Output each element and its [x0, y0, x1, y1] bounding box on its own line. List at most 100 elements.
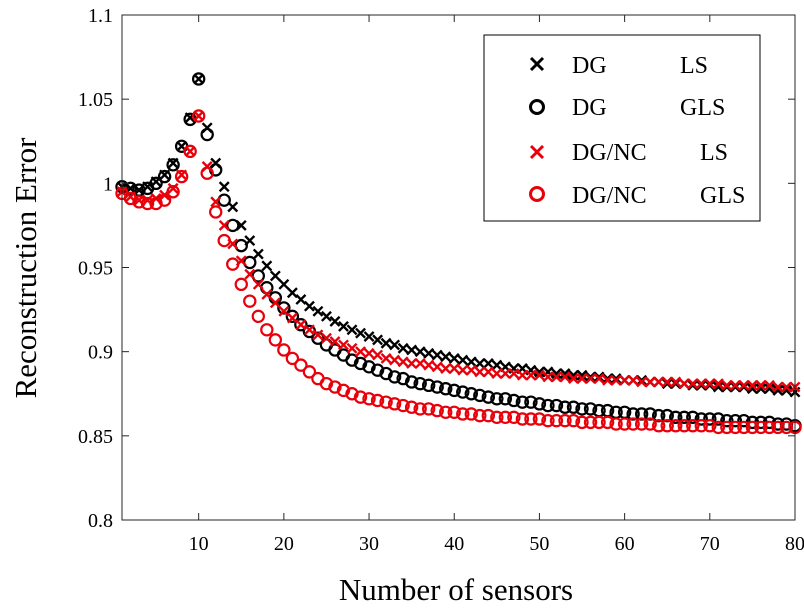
point-dg-nc-gls: [217, 233, 231, 248]
x-tick-label: 70: [700, 533, 720, 555]
point-dg-nc-ls: [261, 288, 273, 300]
point-dg-nc-gls: [558, 413, 572, 428]
point-dg-nc-gls: [336, 383, 351, 398]
legend: DG LS DG GLS DG/NC LS DG/NC GLS: [483, 34, 761, 222]
point-dg-gls: [456, 385, 470, 399]
point-dg-nc-ls: [499, 368, 511, 379]
point-dg-nc-gls: [328, 380, 342, 394]
point-dg-nc-ls: [423, 359, 435, 371]
point-dg-gls: [515, 395, 530, 409]
point-dg-gls: [626, 407, 640, 421]
y-tick-label: 1.1: [88, 5, 113, 27]
point-dg-nc-gls: [524, 412, 538, 426]
point-dg-nc-ls: [372, 349, 384, 361]
point-dg-gls: [507, 393, 521, 408]
point-dg-nc-gls: [277, 343, 291, 357]
point-dg-gls: [728, 413, 743, 428]
point-dg-nc-ls: [193, 110, 205, 122]
point-dg-ls: [576, 369, 588, 381]
point-dg-nc-gls: [157, 193, 172, 207]
point-dg-nc-ls: [687, 378, 699, 390]
point-dg-nc-gls: [140, 196, 155, 211]
point-dg-nc-ls: [678, 378, 690, 390]
point-dg-nc-gls: [498, 410, 513, 425]
point-dg-nc-ls: [440, 363, 452, 374]
point-dg-gls: [694, 412, 708, 426]
point-dg-gls: [294, 318, 308, 332]
point-dg-nc-gls: [515, 412, 530, 426]
point-dg-gls: [634, 407, 649, 421]
point-dg-nc-ls: [295, 319, 307, 331]
point-dg-nc-ls: [695, 378, 707, 390]
point-dg-nc-ls: [329, 336, 341, 348]
point-dg-nc-ls: [772, 381, 784, 393]
point-dg-nc-gls: [634, 417, 649, 431]
point-dg-nc-ls: [286, 312, 298, 324]
point-dg-gls: [703, 412, 717, 426]
point-dg-nc-gls: [379, 395, 393, 409]
point-dg-nc-ls: [321, 332, 332, 344]
point-dg-nc-gls: [302, 365, 317, 379]
legend-box: [483, 34, 761, 222]
point-dg-nc-ls: [338, 339, 349, 351]
point-dg-ls: [355, 327, 366, 339]
point-dg-nc-gls: [669, 419, 683, 433]
x-tick-label: 60: [615, 533, 635, 555]
point-dg-nc-gls: [541, 413, 555, 428]
point-dg-ls: [559, 368, 571, 379]
point-dg-nc-ls: [542, 371, 554, 383]
point-dg-nc-ls: [636, 376, 648, 388]
legend-label-dgnc-gls-solver: GLS: [700, 183, 745, 209]
point-dg-ls: [269, 270, 281, 282]
point-dg-ls: [252, 248, 264, 260]
point-dg-ls: [551, 368, 562, 379]
point-dg-ls: [295, 294, 307, 305]
point-dg-nc-ls: [763, 379, 775, 391]
point-dg-gls: [677, 410, 691, 425]
y-tick-label: 0.8: [88, 510, 113, 532]
point-dg-nc-gls: [268, 333, 283, 347]
point-dg-nc-ls: [568, 373, 579, 385]
point-dg-nc-ls: [210, 196, 222, 208]
point-dg-nc-ls: [269, 297, 281, 309]
point-dg-ls: [346, 324, 358, 336]
point-dg-nc-gls: [345, 387, 359, 401]
x-tick-label: 30: [359, 533, 379, 555]
point-dg-nc-ls: [389, 354, 401, 366]
point-dg-nc-ls: [746, 379, 758, 391]
point-dg-nc-gls: [447, 405, 461, 419]
point-dg-nc-gls: [260, 323, 274, 337]
point-dg-ls: [423, 347, 435, 359]
point-dg-nc-ls: [627, 374, 639, 386]
point-dg-ls: [303, 300, 315, 312]
point-dg-nc-ls: [585, 373, 596, 385]
point-dg-nc-gls: [387, 397, 402, 411]
point-dg-nc-gls: [575, 415, 589, 430]
point-dg-gls: [541, 398, 555, 413]
point-dg-gls: [345, 353, 359, 367]
point-dg-gls: [473, 388, 487, 403]
legend-label-dgnc-gls-method: DG/NC: [572, 183, 647, 209]
point-dg-ls: [338, 320, 349, 332]
point-dg-gls: [549, 398, 564, 413]
point-dg-gls: [643, 407, 657, 421]
point-dg-nc-ls: [474, 366, 486, 378]
y-tick-label: 0.85: [78, 426, 113, 448]
point-dg-ls: [533, 366, 545, 378]
point-dg-nc-gls: [370, 393, 385, 408]
point-dg-gls: [720, 413, 734, 428]
point-dg-nc-gls: [396, 398, 410, 413]
point-dg-ls: [465, 356, 477, 368]
point-dg-ls: [431, 349, 443, 361]
point-dg-nc-ls: [406, 358, 418, 369]
point-dg-gls: [200, 127, 214, 142]
point-dg-gls: [711, 412, 726, 426]
point-dg-nc-gls: [694, 419, 708, 433]
point-dg-nc-gls: [285, 351, 300, 366]
point-dg-gls: [498, 392, 513, 406]
point-dg-nc-ls: [303, 324, 315, 336]
point-dg-nc-gls: [583, 415, 598, 430]
point-dg-ls: [712, 381, 724, 393]
point-dg-nc-gls: [711, 420, 726, 435]
x-tick-label: 40: [444, 533, 464, 555]
